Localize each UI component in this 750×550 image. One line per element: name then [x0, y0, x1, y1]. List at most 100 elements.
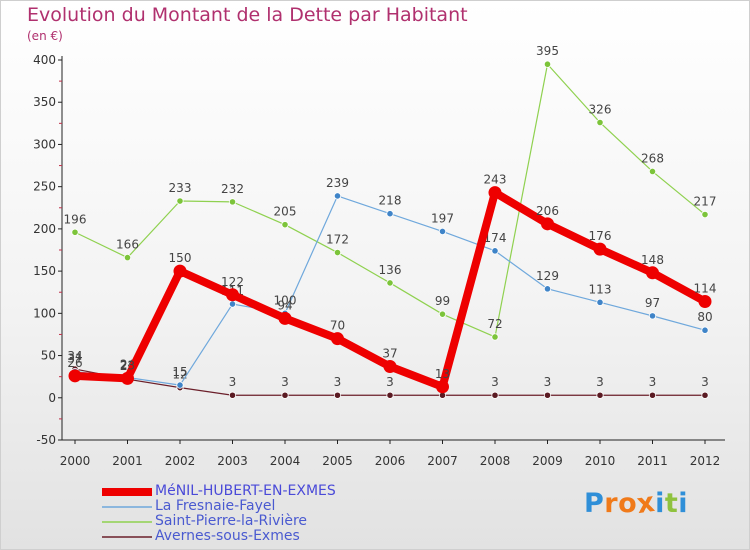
data-label: 3	[596, 375, 604, 389]
logo-letter: i	[655, 488, 665, 519]
data-label: 72	[487, 317, 502, 331]
data-point	[438, 310, 447, 318]
x-tick-label: 2009	[532, 454, 563, 468]
logo-letter: x	[635, 486, 658, 521]
data-label: 3	[281, 375, 289, 389]
x-tick-label: 2012	[690, 454, 721, 468]
logo-letter: o	[618, 488, 638, 519]
legend-label-menil: MéNIL-HUBERT-EN-EXMES	[155, 483, 336, 499]
data-label: 3	[386, 375, 394, 389]
data-label: 174	[484, 231, 507, 245]
data-label: 129	[536, 269, 559, 283]
data-label: 176	[589, 229, 612, 243]
unit-label: (en €)	[27, 29, 63, 43]
data-point	[228, 300, 237, 308]
data-point	[386, 279, 394, 287]
data-point	[383, 360, 397, 374]
data-label: 94	[277, 298, 292, 312]
data-point	[541, 217, 554, 231]
data-point	[68, 369, 82, 383]
data-label: 218	[379, 194, 402, 208]
y-tick-label: 0	[48, 391, 56, 405]
data-point	[386, 210, 394, 218]
data-point	[543, 60, 552, 68]
data-point	[596, 298, 604, 306]
legend-label-saint-pierre: Saint-Pierre-la-Rivière	[155, 513, 308, 529]
x-tick-label: 2008	[480, 454, 511, 468]
data-point	[333, 391, 342, 399]
data-label: 15	[172, 365, 187, 379]
data-point	[648, 312, 657, 320]
data-label: 395	[536, 44, 559, 58]
data-point	[71, 228, 79, 236]
data-point	[278, 311, 292, 325]
data-point	[173, 264, 187, 278]
data-point	[543, 391, 552, 399]
data-point	[331, 332, 344, 346]
series-m-nil-hubert-en-exmes: 26 23 150 122 94 70 37 13 243 206 176 148 114	[67, 173, 716, 394]
data-point	[333, 192, 342, 200]
data-label: 136	[379, 263, 402, 277]
logo-letter: r	[604, 488, 619, 519]
data-label: 172	[326, 233, 349, 247]
data-point	[488, 186, 502, 200]
y-tick-label: 400	[33, 53, 56, 67]
series-layer: 3422123333333333196166233232205172136997…	[64, 44, 717, 399]
series-avernes-sous-exmes: 3422123333333333	[67, 349, 709, 399]
data-label: 100	[274, 293, 297, 307]
data-label: 150	[169, 251, 192, 265]
data-label: 233	[169, 181, 192, 195]
data-label: 70	[330, 319, 345, 333]
data-label: 122	[221, 275, 244, 289]
y-tick-label: 50	[41, 349, 56, 363]
data-label: 232	[221, 182, 244, 196]
proxiti-logo: Proxiti	[584, 486, 689, 521]
legend-lines	[102, 488, 152, 538]
data-label: 196	[64, 212, 87, 226]
y-tick-label: 350	[33, 95, 56, 109]
x-tick-label: 2010	[585, 454, 616, 468]
x-tick-label: 2006	[375, 454, 406, 468]
data-point	[701, 391, 709, 399]
data-label: 113	[589, 282, 612, 296]
data-label: 148	[641, 253, 664, 267]
x-tick-label: 2001	[112, 454, 143, 468]
logo-letter: t	[664, 488, 679, 519]
data-label: 3	[701, 375, 709, 389]
data-label: 97	[645, 296, 660, 310]
logo-letter: i	[678, 488, 689, 519]
data-label: 268	[641, 151, 664, 165]
data-label: 197	[431, 211, 454, 225]
data-point	[543, 285, 552, 293]
data-point	[123, 254, 132, 262]
y-tick-label: 300	[33, 137, 56, 151]
x-tick-label: 2003	[217, 454, 248, 468]
x-tick-label: 2002	[165, 454, 196, 468]
data-point	[596, 391, 604, 399]
x-tick-label: 2011	[637, 454, 668, 468]
y-tick-label: -50	[36, 433, 56, 447]
data-label: 205	[274, 205, 297, 219]
chart-title: Evolution du Montant de la Dette par Hab…	[27, 4, 468, 26]
data-point	[648, 391, 657, 399]
data-point	[281, 391, 289, 399]
data-label: 80	[697, 310, 712, 324]
data-point	[281, 221, 289, 229]
data-point	[596, 118, 604, 127]
data-point	[228, 198, 237, 206]
x-tick-label: 2004	[270, 454, 301, 468]
data-label: 99	[435, 294, 450, 308]
data-point	[701, 326, 709, 334]
data-point	[491, 333, 499, 341]
data-point	[646, 266, 659, 280]
logo-letter: P	[584, 488, 605, 519]
data-label: 26	[67, 356, 82, 370]
data-point	[438, 227, 447, 236]
series-saint-pierre-la-rivi-re: 196 166 233 232 205 172 136 99 72 395 326 268 217	[64, 44, 717, 341]
data-label: 3	[491, 375, 499, 389]
data-point	[648, 167, 657, 176]
y-tick-label: 100	[33, 306, 56, 320]
data-label: 217	[694, 195, 717, 209]
legend-label-fresnaie: La Fresnaie-Fayel	[155, 498, 276, 514]
